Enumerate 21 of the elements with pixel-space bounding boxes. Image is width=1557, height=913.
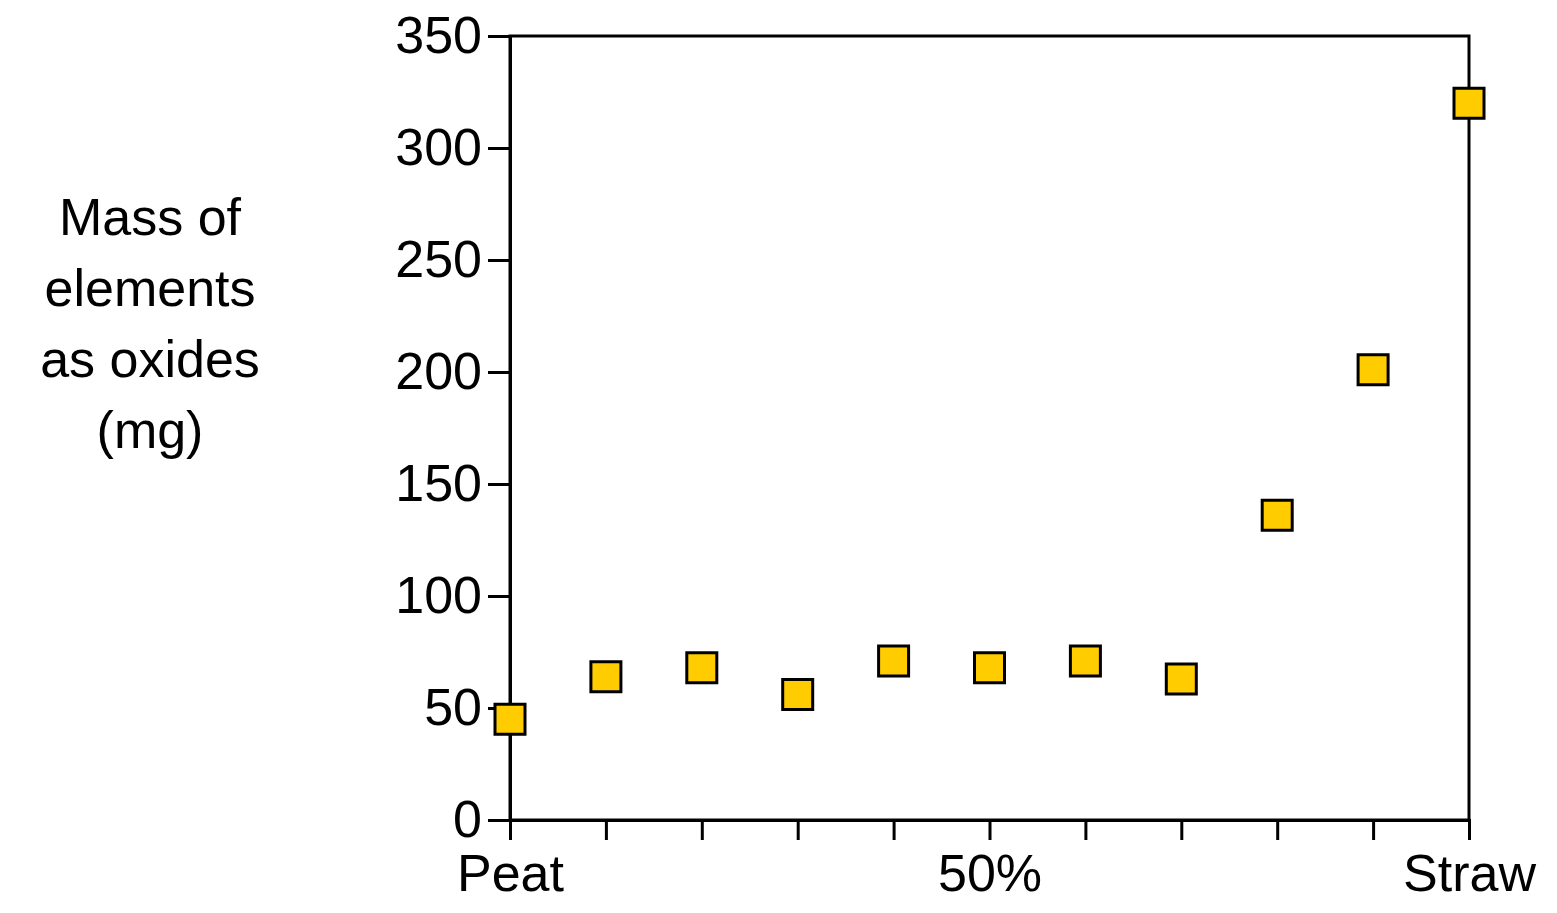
x-tick-label: 50%: [937, 843, 1043, 902]
point: [781, 678, 815, 712]
point: [1164, 662, 1198, 696]
point: [493, 702, 527, 736]
point: [973, 651, 1006, 685]
y-axis-title: Mass of elements as oxides (mg): [40, 188, 260, 459]
y-tick-label: 50: [424, 678, 482, 737]
y-tick-label: 350: [395, 6, 482, 65]
point: [685, 651, 719, 685]
point: [1452, 86, 1486, 120]
point: [1068, 644, 1102, 678]
y-tick-label: 150: [395, 454, 482, 513]
point: [1260, 498, 1294, 532]
point: [1356, 353, 1390, 387]
point: [877, 644, 911, 678]
y-tick-label: 200: [395, 342, 482, 401]
y-tick-label: 250: [395, 230, 482, 289]
point: [589, 660, 623, 694]
y-tick-label: 300: [395, 118, 482, 177]
y-tick-label: 100: [395, 566, 482, 625]
x-tick-label: Straw: [1403, 843, 1537, 902]
